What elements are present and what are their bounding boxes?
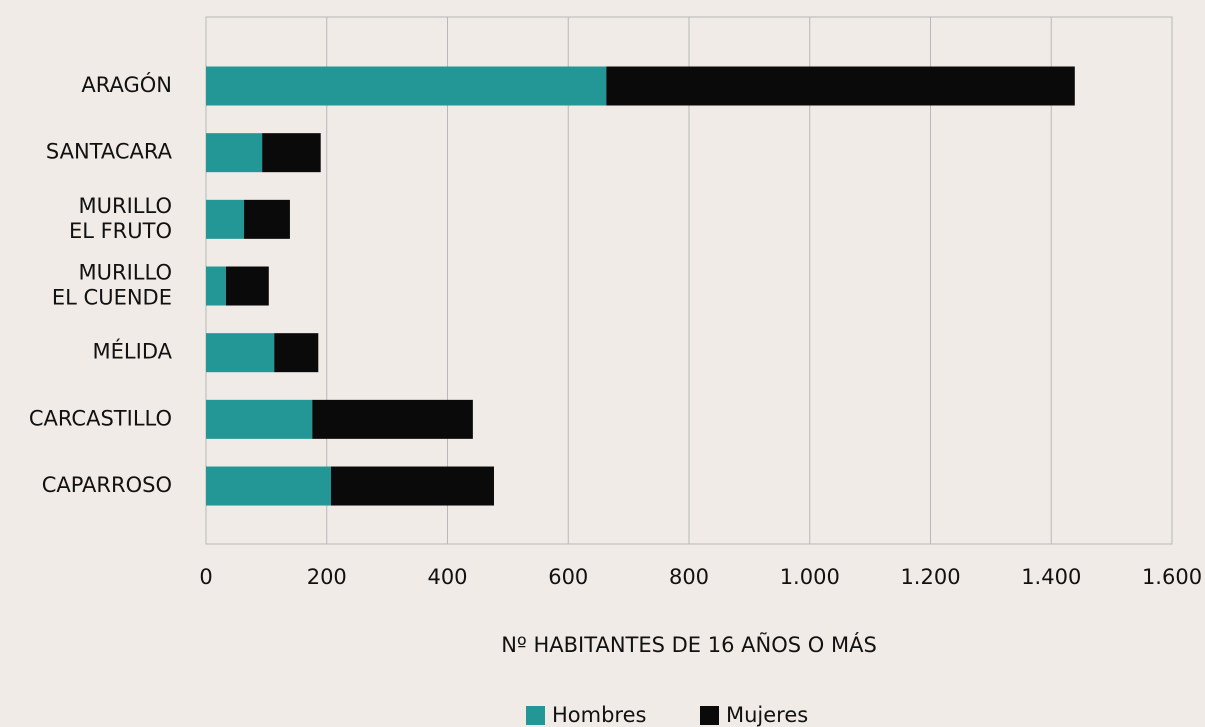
y-tick-label: ARAGÓN	[81, 72, 172, 97]
bar	[274, 333, 319, 373]
x-tick-label: 400	[427, 565, 467, 589]
x-tick-label: 1.400	[1021, 565, 1081, 589]
y-tick-label: MURILLO EL CUENDE	[52, 261, 172, 310]
bar	[206, 466, 331, 506]
y-tick-label: CARCASTILLO	[29, 406, 172, 430]
bar	[206, 333, 275, 373]
bar	[206, 66, 607, 106]
bar	[244, 199, 290, 239]
bar	[206, 199, 245, 239]
x-tick-label: 200	[307, 565, 347, 589]
x-axis-label: Nº HABITANTES DE 16 AÑOS O MÁS	[501, 631, 877, 657]
legend-label: Hombres	[552, 703, 646, 727]
y-tick-label: CAPARROSO	[42, 473, 172, 497]
bar	[330, 466, 494, 506]
x-tick-label: 0	[199, 565, 212, 589]
bar	[606, 66, 1075, 106]
bar	[225, 266, 269, 306]
bar	[206, 266, 226, 306]
x-tick-label: 1.000	[780, 565, 840, 589]
bar	[206, 399, 313, 439]
y-tick-label: SANTACARA	[46, 140, 173, 164]
y-tick-label: MURILLO EL FRUTO	[69, 194, 172, 243]
bar	[312, 399, 473, 439]
y-tick-label: MÉLIDA	[93, 339, 173, 364]
legend-label: Mujeres	[726, 703, 808, 727]
x-tick-label: 1.200	[900, 565, 960, 589]
x-tick-label: 800	[669, 565, 709, 589]
legend-swatch	[700, 706, 719, 725]
x-tick-label: 600	[548, 565, 588, 589]
legend-swatch	[526, 706, 545, 725]
bar	[262, 133, 321, 173]
bar	[206, 133, 263, 173]
x-tick-label: 1.600	[1142, 565, 1202, 589]
